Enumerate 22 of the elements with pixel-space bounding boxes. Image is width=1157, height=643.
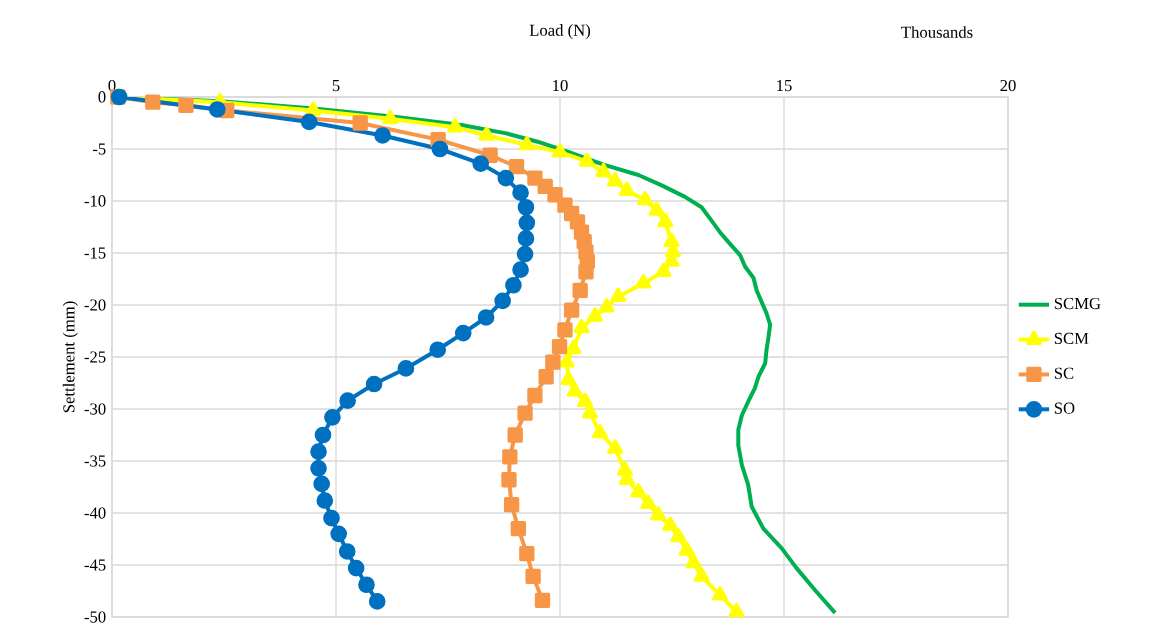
y-tick-label: -5 — [92, 143, 106, 155]
text: Thousands — [901, 26, 973, 38]
y-tick-label: -25 — [84, 351, 106, 363]
legend-label: SCMG — [1054, 297, 1101, 310]
y-tick-label: -15 — [84, 247, 106, 259]
y-tick-label: -45 — [84, 559, 106, 571]
y-tick-label: -35 — [84, 455, 106, 467]
legend-label: SCM — [1054, 332, 1089, 344]
y-axis-title: Settlement (mm) — [62, 301, 78, 413]
x-tick-label: 5 — [332, 80, 340, 92]
x-tick-label: 10 — [553, 79, 568, 92]
legend-label: SO — [1054, 402, 1075, 414]
legend-label: SC — [1054, 367, 1074, 379]
y-tick-label: -20 — [84, 299, 106, 311]
y-tick-label: 0 — [98, 91, 106, 103]
x-tick-label: 20 — [1000, 79, 1016, 92]
x-axis-title: Load (N) — [529, 24, 591, 40]
y-tick-label: -30 — [84, 403, 106, 415]
x-tick-label: 15 — [777, 80, 792, 92]
y-tick-label: -40 — [84, 507, 106, 519]
y-tick-label: -10 — [84, 195, 106, 207]
y-tick-label: -50 — [84, 611, 106, 623]
